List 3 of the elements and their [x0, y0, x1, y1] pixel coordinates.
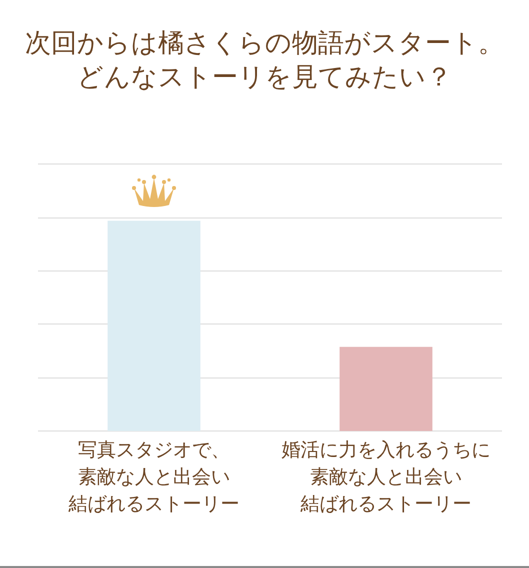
- x-tick-label: 写真スタジオで、素敵な人と出会い結ばれるストーリー: [68, 440, 240, 515]
- chart-title: 次回からは橘さくらの物語がスタート。どんなストーリを見てみたい？: [25, 28, 504, 92]
- x-tick-label: 婚活に力を入れるうちに素敵な人と出会い結ばれるストーリー: [282, 440, 490, 515]
